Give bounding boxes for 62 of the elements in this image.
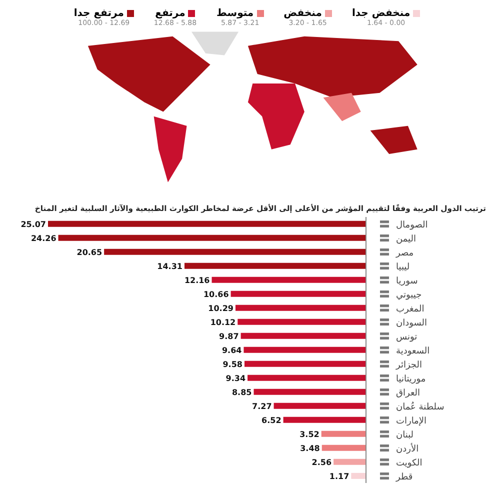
y-tick-label: الكويت <box>396 458 422 468</box>
y-tick-label: السودان <box>396 318 428 328</box>
y-tick-label: الأردن <box>396 442 419 454</box>
y-tick-label: الصومال <box>396 220 428 230</box>
data-label: 7.27 <box>252 402 272 411</box>
y-tick-label: المغرب <box>396 304 424 314</box>
data-label: 10.12 <box>210 318 236 327</box>
bar <box>212 276 366 283</box>
legend-label: متوسط <box>216 8 254 19</box>
y-tick-label: السعودية <box>396 346 430 356</box>
data-label: 1.17 <box>329 472 350 481</box>
y-tick-label: موريتانيا <box>396 374 426 384</box>
data-label: 3.48 <box>300 444 320 453</box>
data-label: 10.29 <box>208 304 234 313</box>
bar <box>274 402 366 409</box>
data-label: 2.56 <box>312 458 332 467</box>
bar <box>240 332 366 339</box>
y-tick-label: مصر <box>395 248 414 258</box>
bar <box>104 248 366 255</box>
bar <box>48 220 366 227</box>
bar <box>184 262 366 269</box>
data-label: 9.64 <box>222 346 242 355</box>
bar <box>230 290 366 297</box>
y-tick-label: سوريا <box>396 276 418 286</box>
bar <box>283 416 366 423</box>
bar <box>351 472 366 479</box>
bar <box>334 458 366 465</box>
bar <box>321 430 366 437</box>
data-label: 20.65 <box>76 248 102 257</box>
y-tick-label: العراق <box>396 388 420 398</box>
data-label: 24.26 <box>30 234 57 243</box>
bar <box>238 318 366 325</box>
data-label: 6.52 <box>262 416 282 425</box>
bar <box>244 346 366 353</box>
y-tick-label: تونس <box>396 332 418 342</box>
data-label: 9.58 <box>222 360 243 369</box>
legend-label: مرتفع <box>155 8 186 19</box>
data-label: 3.52 <box>300 430 320 439</box>
bar <box>322 444 366 451</box>
y-tick-label: جيبوتي <box>396 290 422 300</box>
y-tick-label: الجزائر <box>395 360 422 370</box>
data-label: 10.66 <box>203 290 230 299</box>
legend-label: منخفض جدا <box>352 8 410 19</box>
data-label: 14.31 <box>157 262 183 271</box>
legend-label: منخفض <box>284 8 322 19</box>
y-tick-label: الإمارات <box>396 416 427 426</box>
bar <box>254 388 366 395</box>
legend-label: مرتفع جدا <box>74 8 124 19</box>
bar <box>235 304 366 311</box>
y-tick-label: اليمن <box>396 234 416 244</box>
data-label: 8.85 <box>232 388 252 397</box>
y-tick-label: ليبيا <box>396 262 410 272</box>
data-label: 9.34 <box>226 374 246 383</box>
y-tick-label: قطر <box>395 472 413 482</box>
bar <box>248 374 366 381</box>
data-label: 25.07 <box>20 220 46 229</box>
data-label: 12.16 <box>184 276 210 285</box>
data-label: 9.87 <box>219 332 239 341</box>
bar <box>244 360 366 367</box>
y-tick-label: لبنان <box>396 430 414 440</box>
bar <box>58 234 366 241</box>
y-tick-label: سلطنة عُمان <box>396 402 444 412</box>
